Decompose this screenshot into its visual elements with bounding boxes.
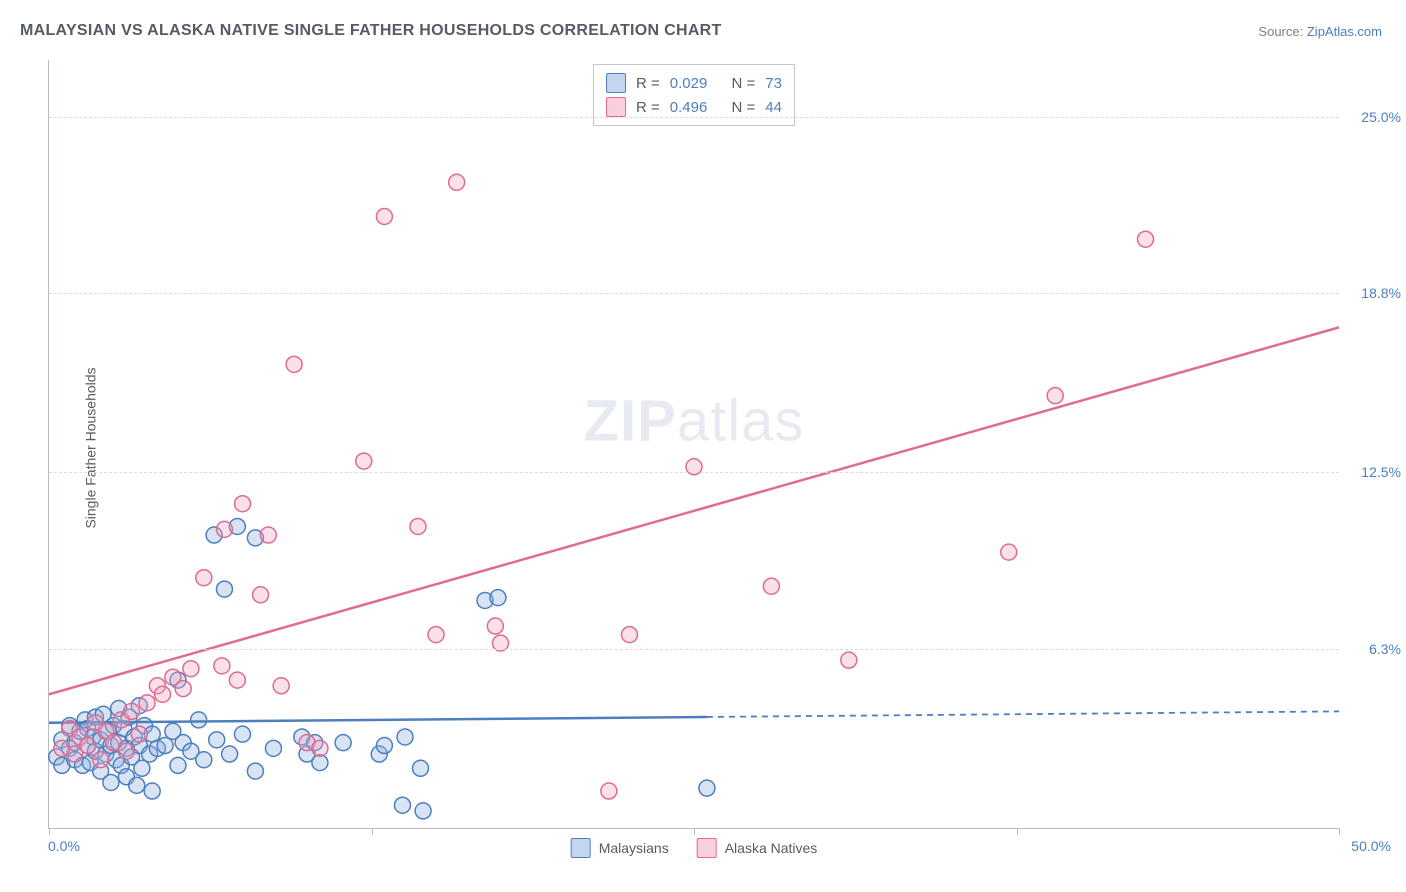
trend-line-dashed-malaysians [707, 711, 1339, 717]
gridline-h [49, 649, 1339, 650]
scatter-point-malaysians [222, 746, 238, 762]
scatter-svg [49, 60, 1339, 828]
scatter-point-alaska_natives [273, 678, 289, 694]
scatter-point-malaysians [394, 797, 410, 813]
scatter-point-malaysians [413, 760, 429, 776]
chart-title: MALAYSIAN VS ALASKA NATIVE SINGLE FATHER… [20, 22, 722, 40]
scatter-point-malaysians [196, 752, 212, 768]
scatter-point-alaska_natives [449, 174, 465, 190]
scatter-point-alaska_natives [1047, 388, 1063, 404]
y-tick-label: 18.8% [1361, 285, 1401, 301]
legend-item-alaska: Alaska Natives [697, 838, 818, 858]
scatter-point-alaska_natives [124, 703, 140, 719]
scatter-point-alaska_natives [356, 453, 372, 469]
scatter-point-alaska_natives [312, 740, 328, 756]
scatter-point-malaysians [170, 757, 186, 773]
scatter-point-alaska_natives [139, 695, 155, 711]
scatter-point-malaysians [490, 590, 506, 606]
scatter-point-malaysians [129, 777, 145, 793]
scatter-point-alaska_natives [487, 618, 503, 634]
scatter-point-alaska_natives [196, 570, 212, 586]
gridline-h [49, 117, 1339, 118]
gridline-h [49, 472, 1339, 473]
scatter-point-malaysians [335, 735, 351, 751]
x-axis-max-label: 50.0% [1351, 838, 1391, 854]
scatter-point-alaska_natives [214, 658, 230, 674]
scatter-point-malaysians [415, 803, 431, 819]
source-label: Source: [1258, 24, 1303, 39]
scatter-point-alaska_natives [253, 587, 269, 603]
scatter-point-alaska_natives [131, 726, 147, 742]
scatter-point-alaska_natives [428, 627, 444, 643]
chart-container: MALAYSIAN VS ALASKA NATIVE SINGLE FATHER… [0, 0, 1406, 892]
scatter-point-malaysians [134, 760, 150, 776]
gridline-h [49, 293, 1339, 294]
plot-area: ZIPatlas R = 0.029 N = 73 R = 0.496 N = … [48, 60, 1339, 829]
scatter-point-alaska_natives [216, 521, 232, 537]
scatter-point-alaska_natives [841, 652, 857, 668]
scatter-point-alaska_natives [1001, 544, 1017, 560]
scatter-point-alaska_natives [235, 496, 251, 512]
scatter-point-alaska_natives [183, 661, 199, 677]
scatter-point-alaska_natives [601, 783, 617, 799]
scatter-point-alaska_natives [1138, 231, 1154, 247]
scatter-point-alaska_natives [80, 738, 96, 754]
legend-swatch-pink-icon [697, 838, 717, 858]
y-tick-label: 25.0% [1361, 109, 1401, 125]
scatter-point-malaysians [699, 780, 715, 796]
scatter-point-malaysians [157, 738, 173, 754]
scatter-point-malaysians [376, 738, 392, 754]
x-tick [1017, 828, 1018, 835]
scatter-point-malaysians [247, 763, 263, 779]
legend-swatch-blue-icon [571, 838, 591, 858]
x-tick [49, 828, 50, 835]
scatter-point-alaska_natives [376, 208, 392, 224]
x-tick [1339, 828, 1340, 835]
scatter-point-alaska_natives [118, 743, 134, 759]
x-tick [372, 828, 373, 835]
scatter-point-alaska_natives [622, 627, 638, 643]
scatter-point-alaska_natives [155, 686, 171, 702]
source-attribution: Source: ZipAtlas.com [1258, 24, 1382, 39]
y-tick-label: 12.5% [1361, 464, 1401, 480]
legend-item-malaysians: Malaysians [571, 838, 669, 858]
scatter-point-alaska_natives [260, 527, 276, 543]
scatter-point-malaysians [144, 783, 160, 799]
scatter-point-alaska_natives [763, 578, 779, 594]
scatter-point-alaska_natives [286, 356, 302, 372]
scatter-point-malaysians [191, 712, 207, 728]
x-axis-min-label: 0.0% [48, 838, 80, 854]
scatter-point-alaska_natives [175, 681, 191, 697]
scatter-point-alaska_natives [229, 672, 245, 688]
x-tick [694, 828, 695, 835]
scatter-point-malaysians [265, 740, 281, 756]
legend-label-alaska: Alaska Natives [725, 840, 818, 856]
scatter-point-alaska_natives [410, 518, 426, 534]
scatter-point-malaysians [397, 729, 413, 745]
scatter-point-alaska_natives [93, 752, 109, 768]
scatter-point-malaysians [209, 732, 225, 748]
legend-bottom: Malaysians Alaska Natives [571, 838, 818, 858]
scatter-point-malaysians [103, 774, 119, 790]
scatter-point-malaysians [235, 726, 251, 742]
scatter-point-malaysians [216, 581, 232, 597]
y-tick-label: 6.3% [1369, 641, 1401, 657]
source-value: ZipAtlas.com [1307, 24, 1382, 39]
legend-label-malaysians: Malaysians [599, 840, 669, 856]
